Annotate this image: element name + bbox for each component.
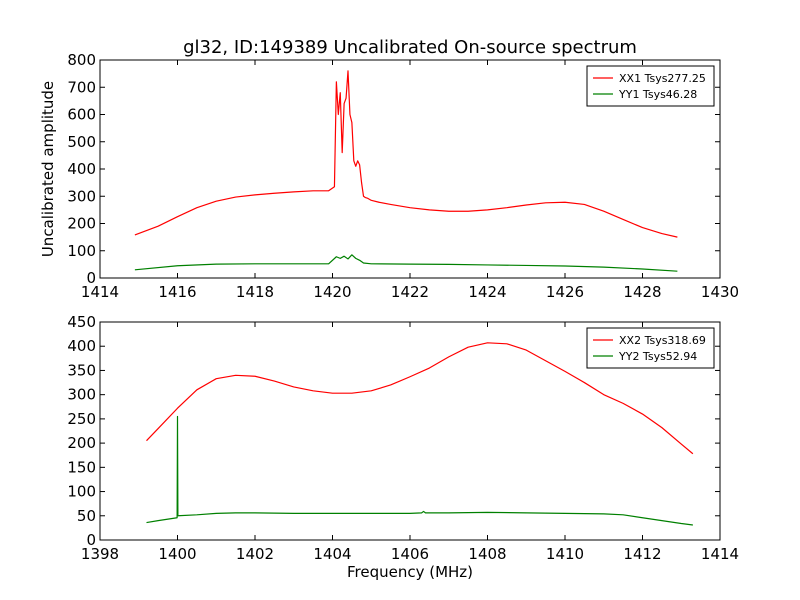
legend-label: XX1 Tsys277.25: [619, 72, 706, 85]
legend-box: [586, 65, 715, 107]
legend-label: YY1 Tsys46.28: [618, 88, 697, 101]
y-tick-label: 300: [67, 187, 96, 205]
subplot-1: 1414 1416 1418 1420 1422 1424 1426 1428 1430 0 100…: [67, 51, 739, 301]
x-tick-label: 1430: [701, 283, 739, 301]
y-tick-label: 200: [67, 215, 96, 233]
chart-title: gl32, ID:149389 Uncalibrated On-source s…: [183, 37, 637, 58]
x-tick-label: 1428: [623, 283, 661, 301]
y-tick-label: 400: [67, 160, 96, 178]
series-line-xx-2: [146, 342, 694, 455]
legend-label: YY2 Tsys52.94: [618, 350, 697, 363]
plots-layer: 1414 1416 1418 1420 1422 1424 1426 1428 1430 0 100…: [67, 51, 739, 563]
subplot-2: 1398 1400 1402 1404 1406 1408 1410 1412 1414 0 50 1…: [67, 313, 739, 563]
x-tick-label: 1422: [391, 283, 429, 301]
series-line-xx-1: [134, 70, 678, 238]
legend-box: [586, 327, 715, 369]
x-tick-label: 1398: [81, 545, 119, 563]
y-tick-label: 500: [67, 133, 96, 151]
x-tick-label: 1414: [701, 545, 739, 563]
y-tick-label: 600: [67, 106, 96, 124]
y-tick-label: 700: [67, 78, 96, 96]
y-tick-label: 200: [67, 434, 96, 452]
y-tick-label: 150: [67, 458, 96, 476]
y-tick-label: 100: [67, 483, 96, 501]
legend-2: XX2 Tsys318.69 YY2 Tsys52.94: [586, 327, 715, 369]
y-tick-label: 250: [67, 410, 96, 428]
x-tick-label: 1414: [81, 283, 119, 301]
x-tick-label: 1418: [236, 283, 274, 301]
x-tick-label: 1416: [158, 283, 196, 301]
x-tick-label: 1402: [236, 545, 274, 563]
x-tick-label: 1404: [313, 545, 351, 563]
x-tick-label: 1400: [158, 545, 196, 563]
x-tick-label: 1410: [546, 545, 584, 563]
x-tick-label: 1412: [623, 545, 661, 563]
y-tick-label: 0: [86, 269, 96, 287]
x-tick-label: 1424: [468, 283, 506, 301]
y-tick-label: 400: [67, 337, 96, 355]
y-tick-label: 100: [67, 242, 96, 260]
legend-1: XX1 Tsys277.25 YY1 Tsys46.28: [586, 65, 715, 107]
y-tick-label: 300: [67, 386, 96, 404]
y-axis-label: Uncalibrated amplitude: [39, 81, 57, 257]
y-tick-label: 50: [77, 507, 96, 525]
series-line-yy-1: [134, 254, 678, 272]
x-tick-label: 1406: [391, 545, 429, 563]
x-tick-label: 1420: [313, 283, 351, 301]
x-tick-label: 1426: [546, 283, 584, 301]
y-tick-label: 350: [67, 361, 96, 379]
legend-label: XX2 Tsys318.69: [619, 334, 706, 347]
series-line-yy-2: [146, 415, 693, 526]
y-tick-label: 800: [67, 51, 96, 69]
y-tick-label: 0: [86, 531, 96, 549]
x-tick-label: 1408: [468, 545, 506, 563]
x-axis-label: Frequency (MHz): [347, 563, 473, 581]
y-tick-label: 450: [67, 313, 96, 331]
